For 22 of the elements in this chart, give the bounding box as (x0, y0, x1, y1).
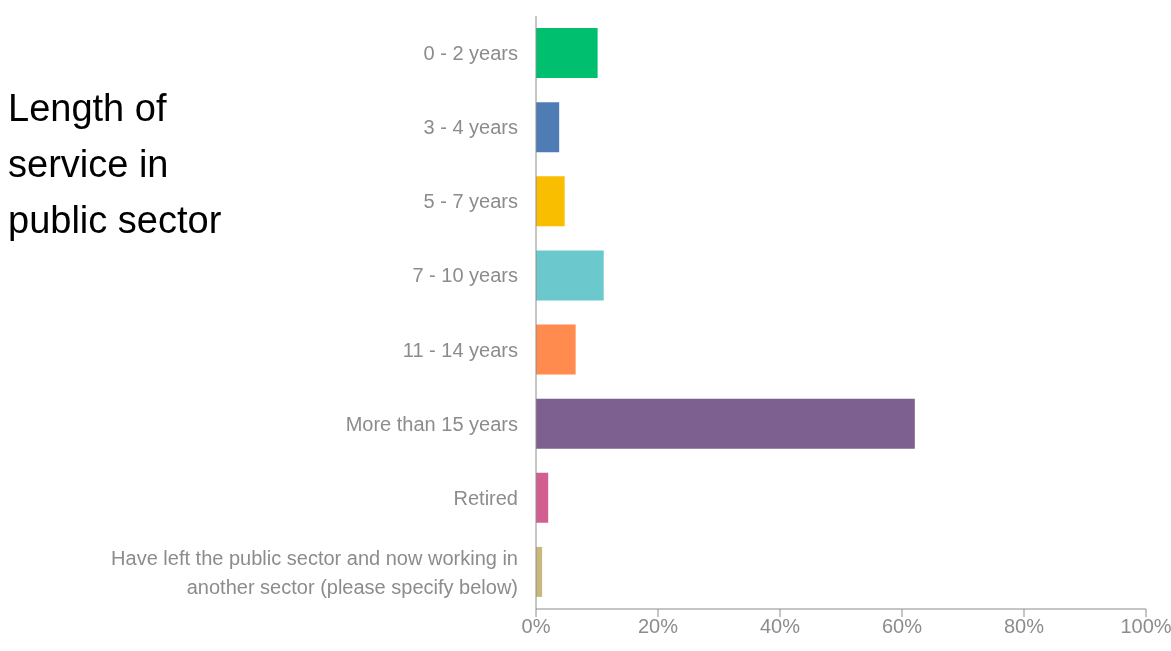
bar (536, 102, 560, 153)
y-tick-label: More than 15 years (345, 412, 518, 435)
y-tick-label: Retired (453, 486, 518, 509)
x-tick-label: 20% (637, 615, 679, 638)
y-tick-label: 5 - 7 years (423, 190, 518, 213)
bar (536, 398, 915, 449)
y-tick-label: Have left the public sector and now working in another sector (please specify below) (111, 546, 518, 598)
bar (536, 250, 604, 301)
bar (536, 472, 549, 523)
x-tick-label: 80% (1003, 615, 1045, 638)
y-tick-label: 7 - 10 years (412, 264, 518, 287)
y-tick-label: 3 - 4 years (423, 116, 518, 139)
text: Length of service in public sector (8, 86, 223, 243)
y-tick-label: 11 - 14 years (402, 338, 518, 361)
bar (536, 324, 576, 375)
bar (536, 28, 598, 78)
x-tick-label: 40% (759, 615, 801, 638)
x-tick-label: 100% (1120, 615, 1171, 638)
bar (536, 176, 565, 227)
x-tick-label: 60% (881, 615, 923, 638)
y-tick-label: 0 - 2 years (423, 42, 518, 65)
x-tick-label: 0% (521, 615, 551, 638)
